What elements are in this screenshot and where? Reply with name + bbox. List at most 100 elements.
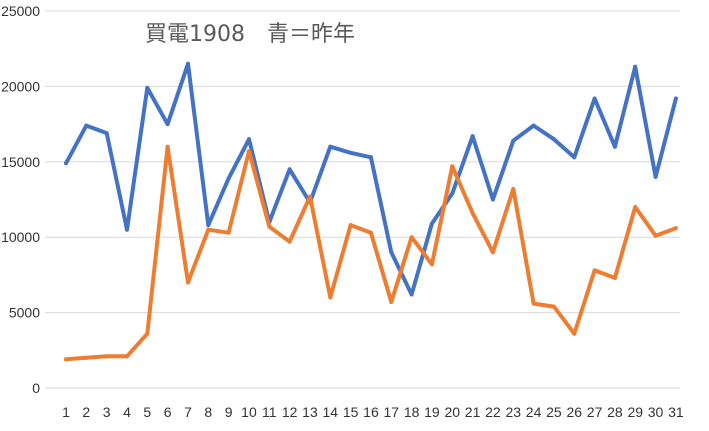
data-point-s2-11 — [267, 224, 272, 229]
data-point-s2-6 — [165, 144, 170, 149]
chart-title: 買電1908 青＝昨年 — [145, 22, 355, 47]
data-point-s1-21 — [470, 134, 475, 139]
gridlines — [45, 10, 680, 389]
data-point-s1-31 — [673, 96, 678, 101]
x-tick-label: 11 — [262, 404, 277, 420]
y-tick-label: 5000 — [9, 305, 40, 321]
x-tick-label: 23 — [505, 404, 521, 420]
x-tick-label: 8 — [204, 404, 212, 420]
data-point-s1-25 — [551, 137, 556, 142]
data-point-s1-30 — [653, 174, 658, 179]
data-point-s2-23 — [511, 186, 516, 191]
data-point-s2-4 — [124, 354, 129, 359]
x-tick-label: 4 — [123, 404, 131, 420]
data-point-s2-1 — [64, 357, 68, 362]
data-point-s1-9 — [226, 176, 231, 181]
x-tick-label: 18 — [404, 404, 420, 420]
data-point-s2-25 — [551, 304, 556, 309]
data-point-s2-21 — [470, 211, 475, 216]
data-point-s2-16 — [368, 230, 373, 235]
data-point-s2-17 — [389, 300, 394, 305]
data-point-s1-28 — [612, 144, 617, 149]
y-tick-label: 20000 — [1, 78, 40, 94]
data-point-s1-1 — [64, 161, 68, 166]
data-point-s2-22 — [490, 250, 495, 255]
data-point-s1-16 — [368, 155, 373, 160]
x-tick-label: 25 — [546, 404, 562, 420]
data-point-s1-14 — [328, 144, 333, 149]
x-tick-label: 14 — [323, 404, 339, 420]
data-point-s1-22 — [490, 197, 495, 202]
x-tick-label: 16 — [363, 404, 379, 420]
data-point-s2-10 — [246, 149, 251, 154]
x-tick-label: 5 — [143, 404, 151, 420]
x-tick-label: 9 — [225, 404, 233, 420]
x-tick-label: 3 — [103, 404, 111, 420]
x-tick-label: 22 — [485, 404, 501, 420]
data-point-s1-2 — [84, 123, 89, 128]
data-point-s1-15 — [348, 150, 353, 155]
series-lines — [64, 61, 678, 362]
data-point-s1-4 — [124, 227, 129, 232]
x-tick-label: 15 — [343, 404, 359, 420]
y-axis-ticks: 0 5000 10000 15000 20000 25000 — [1, 3, 40, 396]
y-tick-label: 25000 — [1, 3, 40, 19]
data-point-s1-3 — [104, 131, 109, 136]
y-tick-label: 10000 — [1, 229, 40, 245]
series-line-1 — [64, 61, 678, 297]
data-point-s2-28 — [612, 275, 617, 280]
data-point-s1-17 — [389, 250, 394, 255]
y-tick-label: 15000 — [1, 154, 40, 170]
data-point-s1-20 — [450, 191, 455, 196]
data-point-s1-5 — [145, 85, 150, 90]
x-tick-label: 21 — [465, 404, 481, 420]
data-point-s1-24 — [531, 123, 536, 128]
data-point-s2-9 — [226, 230, 231, 235]
data-point-s1-29 — [633, 64, 638, 69]
data-point-s2-2 — [84, 355, 89, 360]
data-point-s1-27 — [592, 96, 597, 101]
x-tick-label: 24 — [526, 404, 542, 420]
data-point-s2-29 — [633, 205, 638, 210]
x-tick-label: 12 — [282, 404, 298, 420]
x-tick-label: 26 — [566, 404, 582, 420]
data-point-s1-19 — [429, 221, 434, 226]
x-tick-label: 6 — [164, 404, 172, 420]
data-point-s2-31 — [673, 226, 678, 231]
data-point-s2-30 — [653, 233, 658, 238]
x-tick-label: 30 — [648, 404, 664, 420]
data-point-s2-20 — [450, 164, 455, 169]
data-point-s2-8 — [206, 227, 211, 232]
x-tick-label: 13 — [302, 404, 318, 420]
data-point-s2-13 — [307, 194, 312, 199]
series-line-2 — [64, 144, 678, 362]
data-point-s1-10 — [246, 137, 251, 142]
data-point-s1-8 — [206, 223, 211, 228]
data-point-s2-5 — [145, 331, 150, 336]
x-tick-label: 17 — [383, 404, 399, 420]
data-point-s2-24 — [531, 301, 536, 306]
data-point-s2-3 — [104, 354, 109, 359]
x-tick-label: 27 — [587, 404, 603, 420]
data-point-s2-14 — [328, 295, 333, 300]
data-point-s1-26 — [572, 155, 577, 160]
x-tick-label: 7 — [184, 404, 192, 420]
data-point-s2-18 — [409, 235, 414, 240]
x-tick-label: 1 — [62, 404, 70, 420]
data-point-s2-26 — [572, 331, 577, 336]
x-tick-label: 28 — [607, 404, 623, 420]
x-tick-label: 10 — [241, 404, 257, 420]
x-tick-label: 2 — [82, 404, 90, 420]
data-point-s2-15 — [348, 223, 353, 228]
x-axis-ticks: 1 2 3 4 5 6 7 8 9 10 11 12 13 14 15 16 17 18 19 20 21 22 23 24 2… — [62, 404, 684, 420]
x-tick-label: 19 — [424, 404, 440, 420]
data-point-s1-7 — [185, 61, 190, 66]
y-tick-label: 0 — [32, 380, 40, 396]
data-point-s2-12 — [287, 239, 292, 244]
x-tick-label: 31 — [668, 404, 684, 420]
data-point-s2-27 — [592, 268, 597, 273]
x-tick-label: 29 — [627, 404, 643, 420]
data-point-s2-7 — [185, 280, 190, 285]
